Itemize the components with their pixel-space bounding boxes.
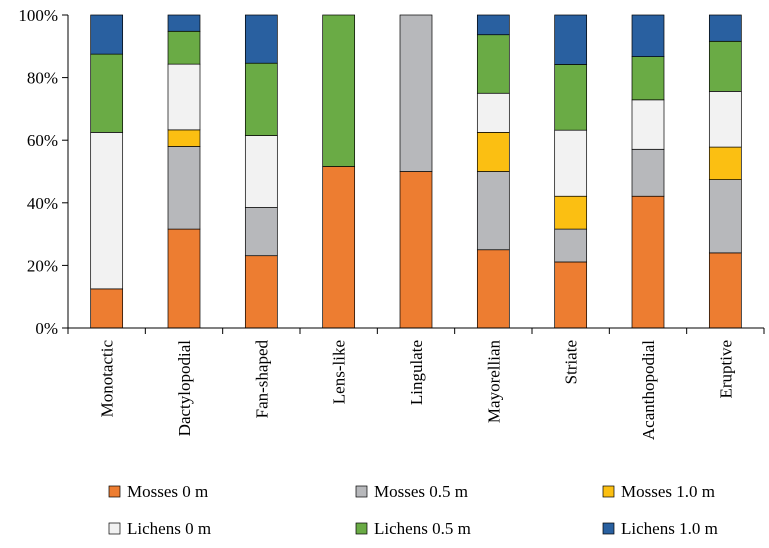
y-tick-label: 40% [27,194,58,213]
legend-label: Lichens 0 m [127,519,211,538]
bar-segment [554,64,588,131]
legend-swatch [602,522,615,535]
bar-segment [476,92,510,133]
bars [90,14,742,329]
bar-segment [167,14,201,32]
y-tick-label: 100% [18,6,58,25]
bar-segment [631,56,665,101]
legend-swatch [108,522,121,535]
x-tick-label: Eruptive [716,340,735,399]
x-tick-label: Mayorellian [484,340,503,424]
bar-segment [631,195,665,329]
bar-segment [167,63,201,131]
bar-segment [554,129,588,197]
y-tick-label: 60% [27,131,58,150]
bar-segment [554,261,588,329]
y-axis: 0% 20% 40% 60% 80% 100% [18,6,69,338]
bar-segment [631,14,665,57]
bar-segment [244,62,278,136]
y-tick-label: 0% [35,319,58,338]
legend-label: Mosses 0 m [127,482,208,501]
x-tick-label: Fan-shaped [252,340,271,419]
legend-label: Mosses 0.5 m [374,482,468,501]
bar-segment [708,179,742,254]
bar-segment [476,171,510,251]
legend-swatch [355,485,368,498]
bar-segment [244,14,278,64]
bar-segment [167,30,201,65]
bar-segment [554,228,588,263]
x-tick-label: Monotactic [98,340,117,418]
bar-segment [322,14,356,167]
legend-label: Mosses 1.0 m [621,482,715,501]
bar-segment [167,228,201,329]
bar-segment [167,129,201,147]
bar-segment [708,14,742,42]
bar-segment [708,91,742,148]
bar-segment [631,148,665,197]
bar-segment [399,171,433,329]
x-tick-label: Striate [562,340,581,384]
bar-segment [244,135,278,208]
x-axis: Monotactic Dactylopodial Fan-shaped Lens-li… [67,327,765,440]
bar-segment [708,146,742,180]
bar-segment [244,255,278,329]
bar-segment [399,14,433,172]
y-tick-label: 20% [27,256,58,275]
bar-segment [554,14,588,65]
legend: Mosses 0 m Mosses 0.5 m Mosses 1.0 m Lichen… [108,482,718,538]
legend-label: Lichens 0.5 m [374,519,471,538]
y-tick-label: 80% [27,69,58,88]
x-tick-label: Lingulate [407,340,426,405]
bar-segment [476,249,510,329]
bar-segment [554,195,588,230]
bar-segment [167,146,201,230]
bar-segment [631,99,665,150]
legend-swatch [355,522,368,535]
x-tick-label: Dactylopodial [175,340,194,437]
legend-swatch [602,485,615,498]
bar-segment [90,288,124,329]
x-tick-label: Lens-like [330,340,349,404]
bar-segment [90,53,124,133]
x-tick-label: Acanthopodial [639,340,658,440]
legend-swatch [108,485,121,498]
bar-segment [476,34,510,94]
bar-segment [90,132,124,290]
bar-segment [90,14,124,55]
bar-segment [476,132,510,172]
bar-segment [244,207,278,257]
bar-segment [322,166,356,329]
bar-segment [708,252,742,329]
legend-label: Lichens 1.0 m [621,519,718,538]
bar-segment [708,40,742,92]
bar-segment [476,14,510,36]
